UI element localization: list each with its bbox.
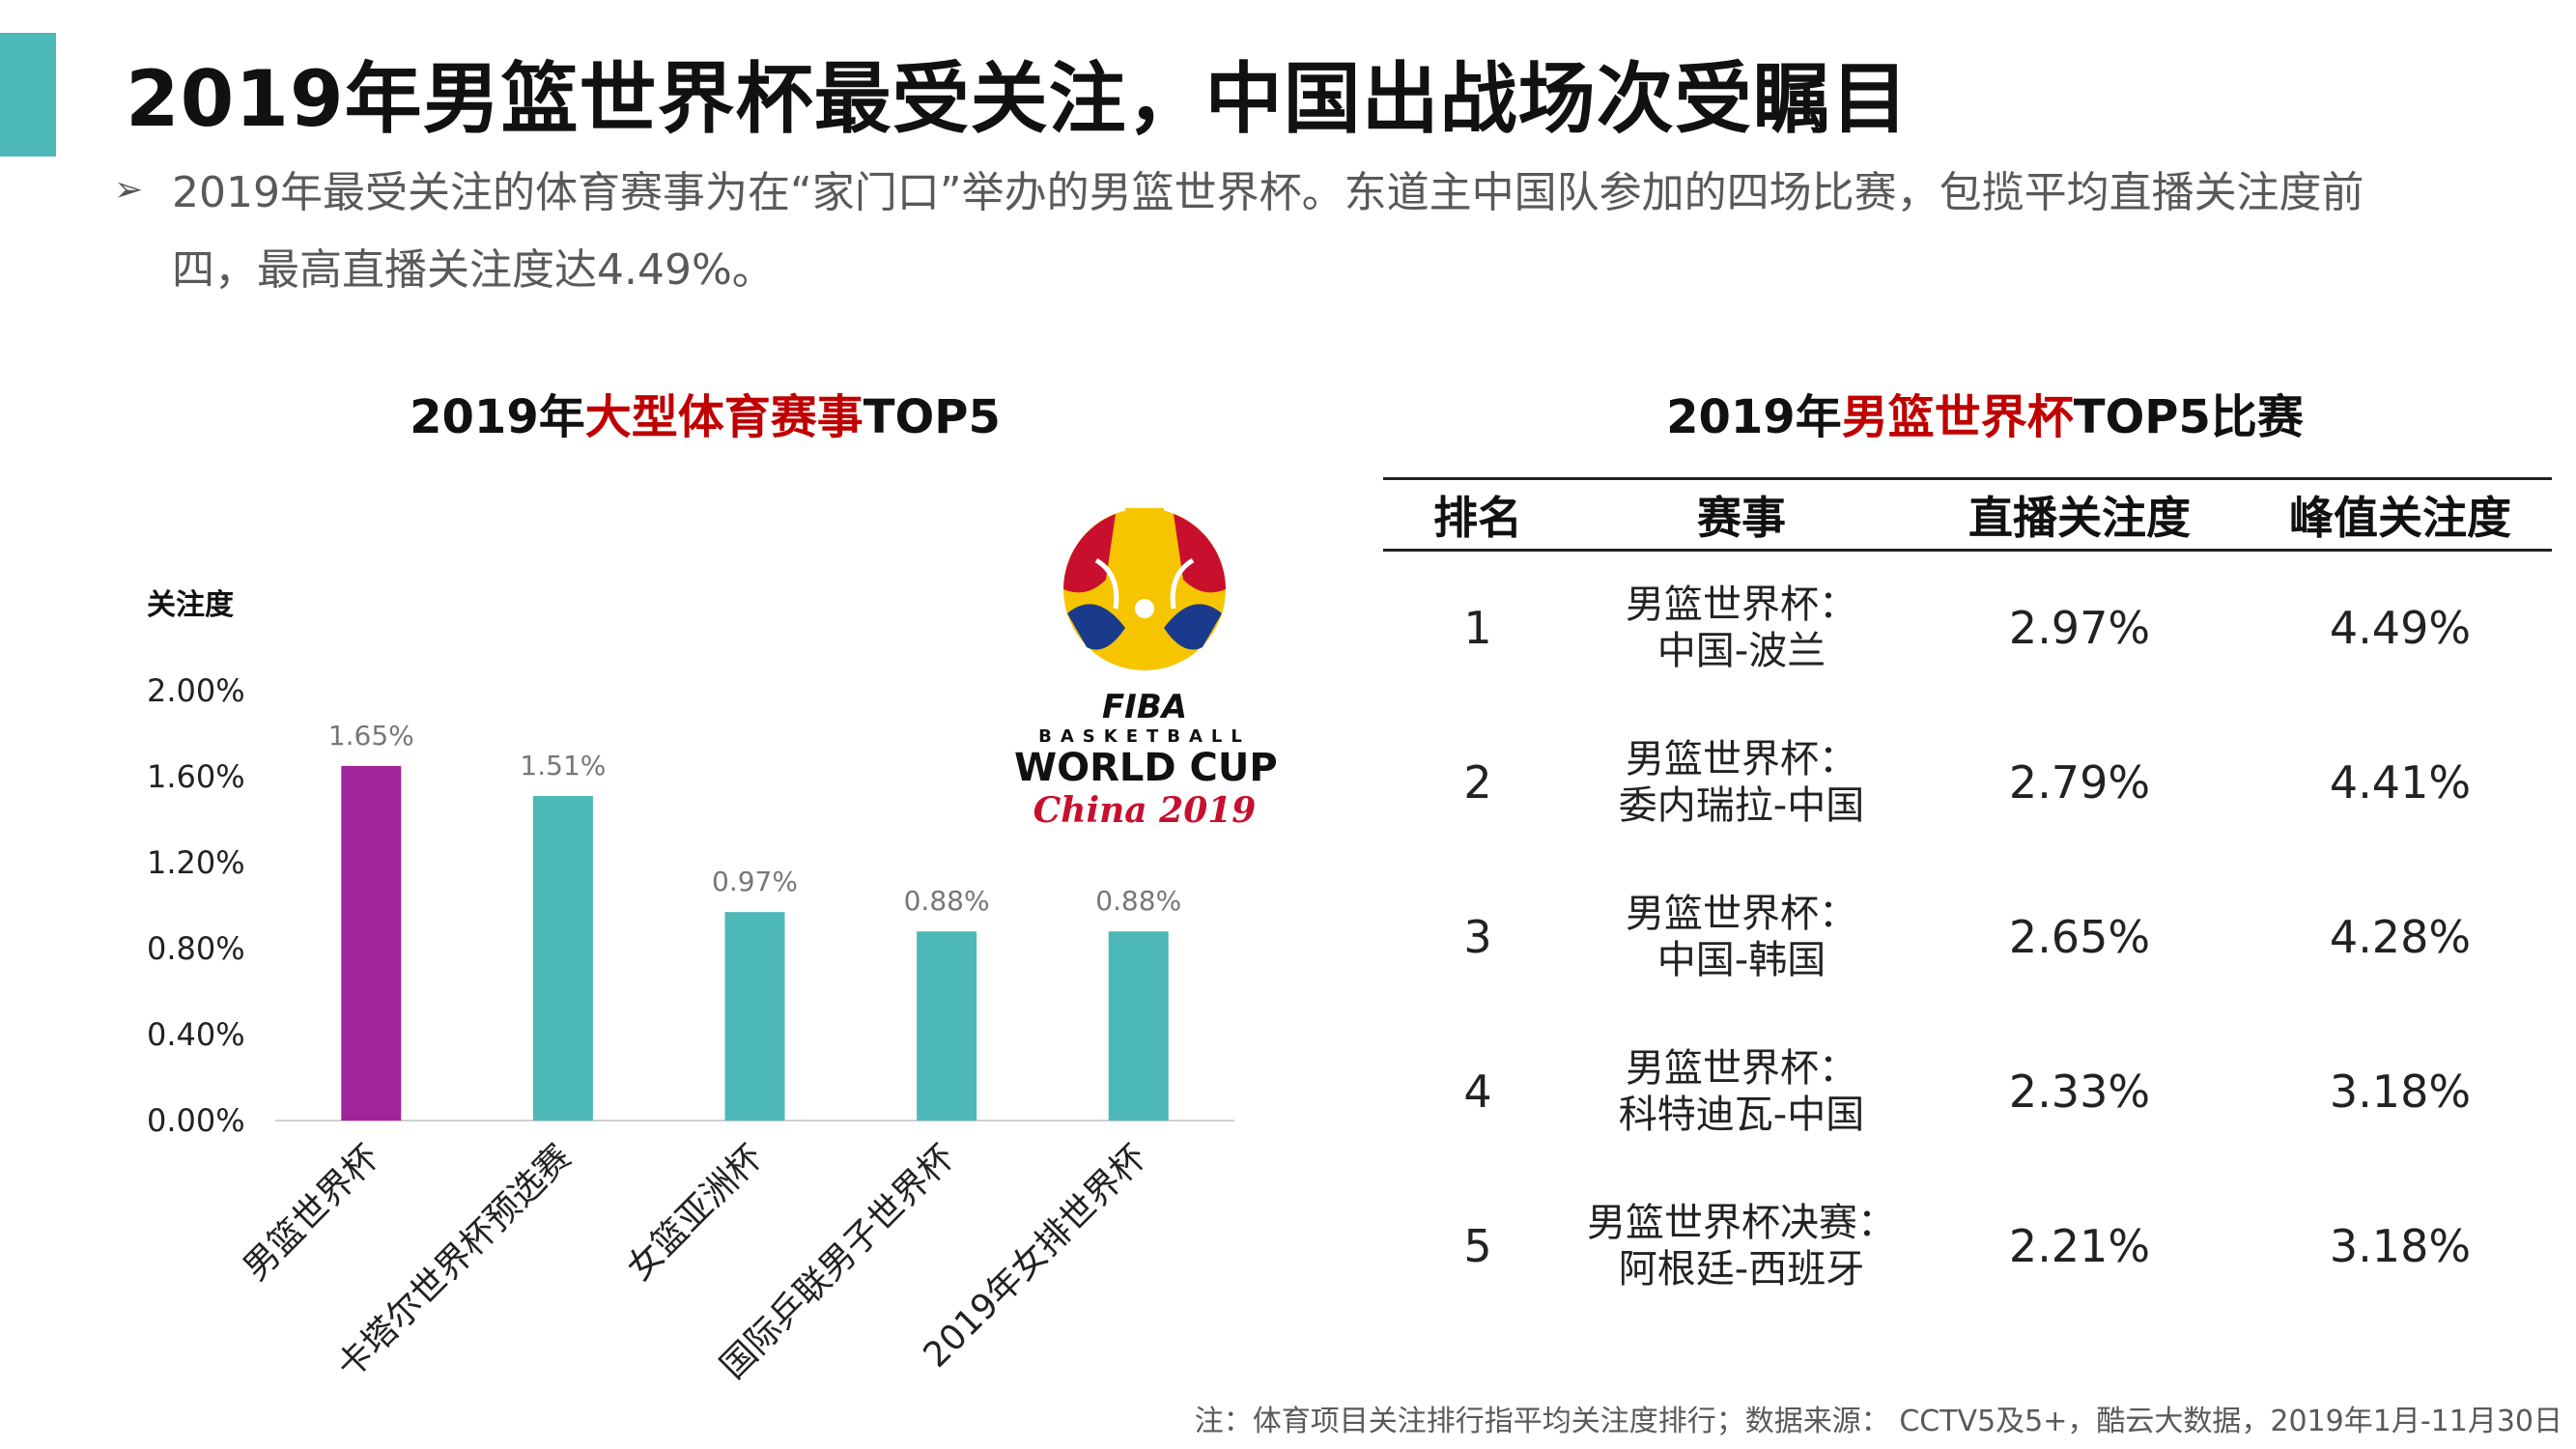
y-tick-label: 0.40% xyxy=(147,1016,245,1053)
page-title: 2019年男篮世界杯最受关注，中国出战场次受瞩目 xyxy=(126,54,1910,144)
live-cell: 2.97% xyxy=(2008,602,2151,655)
table-row: 4 男篮世界杯： 科特迪瓦-中国 2.33% 3.18% xyxy=(1383,1014,2552,1169)
bar xyxy=(917,931,977,1121)
rank-cell: 2 xyxy=(1463,755,1492,809)
table-row: 3 男篮世界杯： 中国-韩国 2.65% 4.28% xyxy=(1383,860,2552,1014)
x-tick-label: 男篮世界杯 xyxy=(236,1137,386,1288)
table-title: 2019年男篮世界杯TOP5比赛 xyxy=(1381,379,2576,446)
data-label: 0.97% xyxy=(712,866,798,897)
table-row: 5 男篮世界杯决赛： 阿根廷-西班牙 2.21% 3.18% xyxy=(1383,1169,2552,1323)
logo-basketball-text: BASKETBALL xyxy=(1038,726,1251,747)
logo-fiba-text: FIBA xyxy=(1101,688,1188,726)
bar xyxy=(724,912,785,1121)
rank-cell: 3 xyxy=(1463,910,1492,963)
header-live-attention: 直播关注度 xyxy=(1911,477,2249,552)
bar xyxy=(532,796,593,1121)
data-label: 1.65% xyxy=(328,720,414,752)
peak-cell: 3.18% xyxy=(2329,1219,2472,1272)
y-tick-label: 0.00% xyxy=(147,1102,245,1139)
live-cell: 2.33% xyxy=(2008,1065,2151,1118)
peak-cell: 4.41% xyxy=(2329,755,2472,809)
live-cell: 2.21% xyxy=(2008,1219,2151,1272)
y-axis-label: 关注度 xyxy=(147,588,234,622)
match-line-2: 委内瑞拉-中国 xyxy=(1618,782,1865,828)
table-title-suffix: TOP5比赛 xyxy=(2073,390,2304,444)
match-line-1: 男篮世界杯： xyxy=(1626,736,1857,781)
x-tick-label: 女篮亚洲杯 xyxy=(620,1137,771,1288)
bar xyxy=(1108,931,1169,1121)
peak-cell: 4.28% xyxy=(2329,910,2472,963)
bullet-arrow-icon: ➢ xyxy=(114,170,144,210)
summary-text: 2019年最受关注的体育赛事为在“家门口”举办的男篮世界杯。东道主中国队参加的四… xyxy=(172,155,2471,309)
chart-title-suffix: TOP5 xyxy=(863,390,1001,444)
peak-cell: 3.18% xyxy=(2329,1065,2472,1118)
title-accent-bar xyxy=(0,33,56,156)
header-peak-attention: 峰值关注度 xyxy=(2249,477,2552,552)
header-rank: 排名 xyxy=(1383,477,1572,552)
match-line-1: 男篮世界杯： xyxy=(1626,1045,1857,1091)
logo-china-text: China 2019 xyxy=(1033,790,1257,831)
footnote: 注：体育项目关注排行指平均关注度排行；数据来源： CCTV5及5+，酷云大数据，… xyxy=(1194,1405,2562,1438)
chart-title-prefix: 2019年 xyxy=(410,390,585,444)
match-line-1: 男篮世界杯决赛： xyxy=(1587,1200,1896,1245)
header-match: 赛事 xyxy=(1572,477,1911,552)
y-tick-label: 2.00% xyxy=(147,672,245,709)
bar-chart: 关注度 0.00% 0.40% 0.80% 1.20% 1.60% 2.00% 1.65% 男篮… xyxy=(147,588,1234,1386)
rank-cell: 5 xyxy=(1463,1219,1492,1272)
logo-world-cup-text: WORLD CUP xyxy=(1014,746,1278,790)
table-row: 2 男篮世界杯： 委内瑞拉-中国 2.79% 4.41% xyxy=(1383,705,2552,860)
match-line-2: 阿根廷-西班牙 xyxy=(1618,1246,1865,1292)
table-title-prefix: 2019年 xyxy=(1666,390,1842,444)
summary-line-1: 2019年最受关注的体育赛事为在“家门口”举办的男篮世界杯。东道主中国队参加的四… xyxy=(172,168,2364,217)
table-header-row: 排名 赛事 直播关注度 峰值关注度 xyxy=(1383,477,2552,552)
match-line-2: 中国-韩国 xyxy=(1656,937,1826,982)
bar xyxy=(341,765,402,1121)
data-label: 0.88% xyxy=(904,885,990,917)
table-title-highlight: 男篮世界杯 xyxy=(1841,390,2074,444)
data-label: 0.88% xyxy=(1095,885,1181,917)
rank-cell: 1 xyxy=(1463,602,1492,655)
match-line-2: 科特迪瓦-中国 xyxy=(1618,1092,1865,1137)
y-tick-label: 0.80% xyxy=(147,930,245,967)
live-cell: 2.79% xyxy=(2008,755,2151,809)
match-cell: 男篮世界杯： 中国-韩国 xyxy=(1572,860,1911,1014)
summary-line-2: 四，最高直播关注度达4.49%。 xyxy=(172,245,775,295)
y-tick-label: 1.60% xyxy=(147,758,245,795)
match-line-2: 中国-波兰 xyxy=(1656,629,1826,674)
match-line-1: 男篮世界杯： xyxy=(1626,891,1857,936)
top5-matches-table: 排名 赛事 直播关注度 峰值关注度 1 男篮世界杯： 中国-波兰 2.97% 4.… xyxy=(1383,477,2552,1323)
chart-title-highlight: 大型体育赛事 xyxy=(584,390,863,444)
chart-title: 2019年大型体育赛事TOP5 xyxy=(328,379,1082,446)
rank-cell: 4 xyxy=(1463,1065,1492,1118)
data-label: 1.51% xyxy=(520,750,606,781)
match-cell: 男篮世界杯： 科特迪瓦-中国 xyxy=(1572,1014,1911,1169)
y-tick-label: 1.20% xyxy=(147,844,245,881)
match-cell: 男篮世界杯： 中国-波兰 xyxy=(1572,551,1911,705)
match-cell: 男篮世界杯： 委内瑞拉-中国 xyxy=(1572,705,1911,860)
peak-cell: 4.49% xyxy=(2329,602,2472,655)
match-line-1: 男篮世界杯： xyxy=(1626,582,1857,628)
table-row: 1 男篮世界杯： 中国-波兰 2.97% 4.49% xyxy=(1383,551,2552,705)
fiba-world-cup-logo xyxy=(1063,508,1226,670)
live-cell: 2.65% xyxy=(2008,910,2151,963)
match-cell: 男篮世界杯决赛： 阿根廷-西班牙 xyxy=(1572,1169,1911,1323)
